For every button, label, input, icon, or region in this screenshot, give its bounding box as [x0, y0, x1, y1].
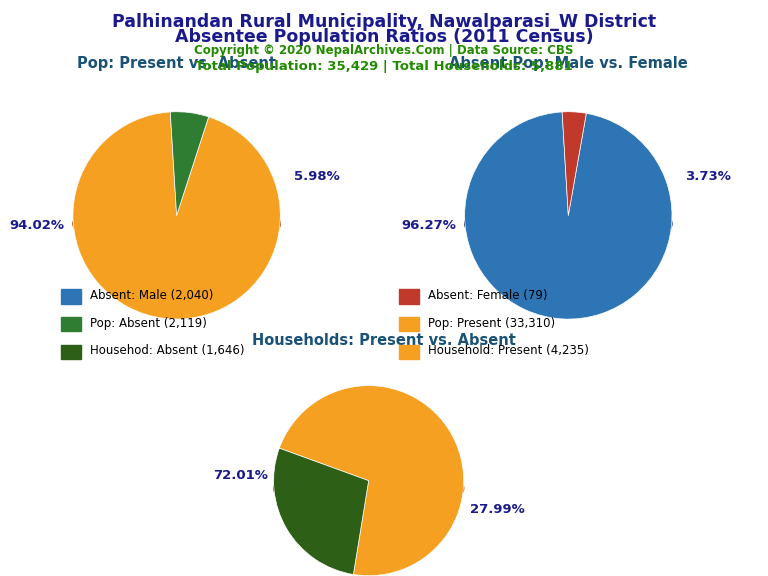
Text: Palhinandan Rural Municipality, Nawalparasi_W District: Palhinandan Rural Municipality, Nawalpar… [112, 13, 656, 31]
Text: 27.99%: 27.99% [469, 503, 525, 516]
Text: Household: Present (4,235): Household: Present (4,235) [428, 344, 588, 357]
Text: Total Population: 35,429 | Total Households: 5,881: Total Population: 35,429 | Total Househo… [195, 60, 573, 73]
Text: Households: Present vs. Absent: Households: Present vs. Absent [252, 334, 516, 348]
Text: Copyright © 2020 NepalArchives.Com | Data Source: CBS: Copyright © 2020 NepalArchives.Com | Dat… [194, 44, 574, 57]
Wedge shape [73, 112, 280, 319]
Text: 72.01%: 72.01% [213, 469, 268, 483]
Text: Pop: Absent (2,119): Pop: Absent (2,119) [90, 317, 207, 329]
Title: Absent Pop: Male vs. Female: Absent Pop: Male vs. Female [449, 56, 687, 71]
Text: 3.73%: 3.73% [685, 169, 731, 183]
Ellipse shape [465, 195, 672, 252]
Text: Absent: Female (79): Absent: Female (79) [428, 289, 548, 302]
Text: Absent: Male (2,040): Absent: Male (2,040) [90, 289, 214, 302]
Text: 5.98%: 5.98% [293, 169, 339, 183]
Text: 94.02%: 94.02% [9, 219, 65, 232]
Wedge shape [273, 448, 369, 574]
Title: Pop: Present vs. Absent: Pop: Present vs. Absent [77, 56, 276, 71]
Wedge shape [280, 386, 464, 575]
Wedge shape [465, 112, 672, 319]
Text: Absentee Population Ratios (2011 Census): Absentee Population Ratios (2011 Census) [174, 28, 594, 46]
Text: Househod: Absent (1,646): Househod: Absent (1,646) [90, 344, 244, 357]
Wedge shape [170, 112, 209, 215]
Ellipse shape [273, 462, 464, 514]
Ellipse shape [73, 195, 280, 252]
Wedge shape [562, 112, 586, 215]
Text: 96.27%: 96.27% [401, 219, 455, 232]
Text: Pop: Present (33,310): Pop: Present (33,310) [428, 317, 555, 329]
